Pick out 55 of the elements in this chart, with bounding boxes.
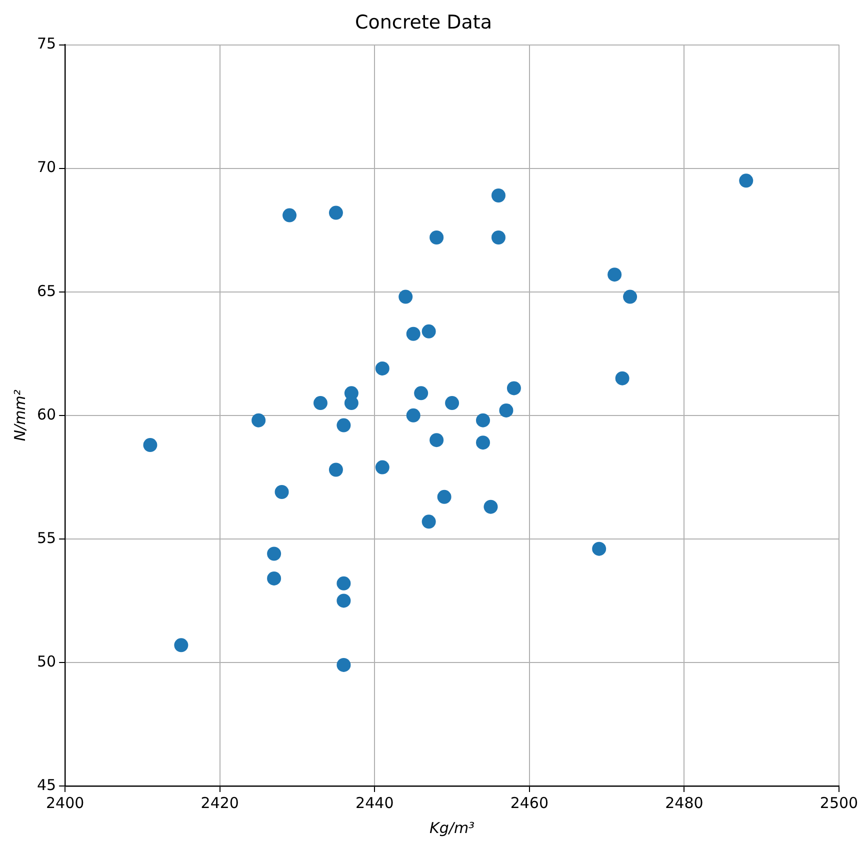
- point: [252, 413, 266, 428]
- point: [336, 594, 351, 608]
- point: [623, 290, 638, 304]
- point: [491, 230, 506, 245]
- chart-title: Concrete Data: [354, 11, 492, 34]
- y-tick-label: 65: [36, 282, 56, 300]
- point: [414, 386, 428, 400]
- point: [608, 268, 622, 282]
- point: [615, 371, 630, 386]
- y-tick-label: 55: [36, 528, 56, 547]
- y-tick-label: 45: [36, 776, 56, 794]
- point: [592, 542, 606, 556]
- point: [267, 571, 282, 586]
- point: [430, 433, 444, 448]
- point: [344, 396, 358, 410]
- y-tick-label: 50: [36, 652, 56, 670]
- point: [430, 230, 444, 245]
- x-tick-label: 2480: [665, 794, 704, 812]
- point: [282, 208, 297, 222]
- y-tick-label: 70: [36, 158, 56, 176]
- x-axis-title: Kg/m³: [430, 818, 475, 837]
- x-tick-label: 2400: [46, 794, 84, 812]
- point: [328, 206, 343, 220]
- point: [506, 381, 521, 396]
- point: [375, 361, 390, 376]
- x-tick-label: 2460: [510, 794, 549, 812]
- point: [313, 396, 328, 410]
- point: [476, 436, 490, 450]
- point: [336, 576, 351, 590]
- y-tick-label: 60: [36, 405, 56, 424]
- x-tick-label: 2440: [356, 794, 394, 812]
- y-axis-title: N/mm²: [10, 390, 29, 442]
- x-tick-label: 2500: [820, 794, 858, 812]
- point: [445, 396, 460, 410]
- point: [437, 490, 452, 504]
- point: [274, 484, 289, 499]
- point: [499, 403, 514, 418]
- y-tick-label: 75: [36, 34, 56, 53]
- x-tick-label: 2420: [200, 794, 239, 812]
- point: [336, 418, 351, 432]
- point: [406, 408, 420, 422]
- point: [484, 500, 498, 514]
- point: [143, 438, 158, 452]
- point: [375, 460, 390, 474]
- point: [398, 290, 413, 304]
- point: [328, 462, 343, 477]
- point: [739, 174, 754, 188]
- point: [336, 658, 351, 672]
- point: [406, 326, 420, 341]
- point: [476, 413, 490, 428]
- point: [422, 514, 436, 529]
- point: [491, 188, 506, 203]
- point: [267, 546, 282, 561]
- point: [422, 324, 436, 338]
- point: [174, 638, 188, 652]
